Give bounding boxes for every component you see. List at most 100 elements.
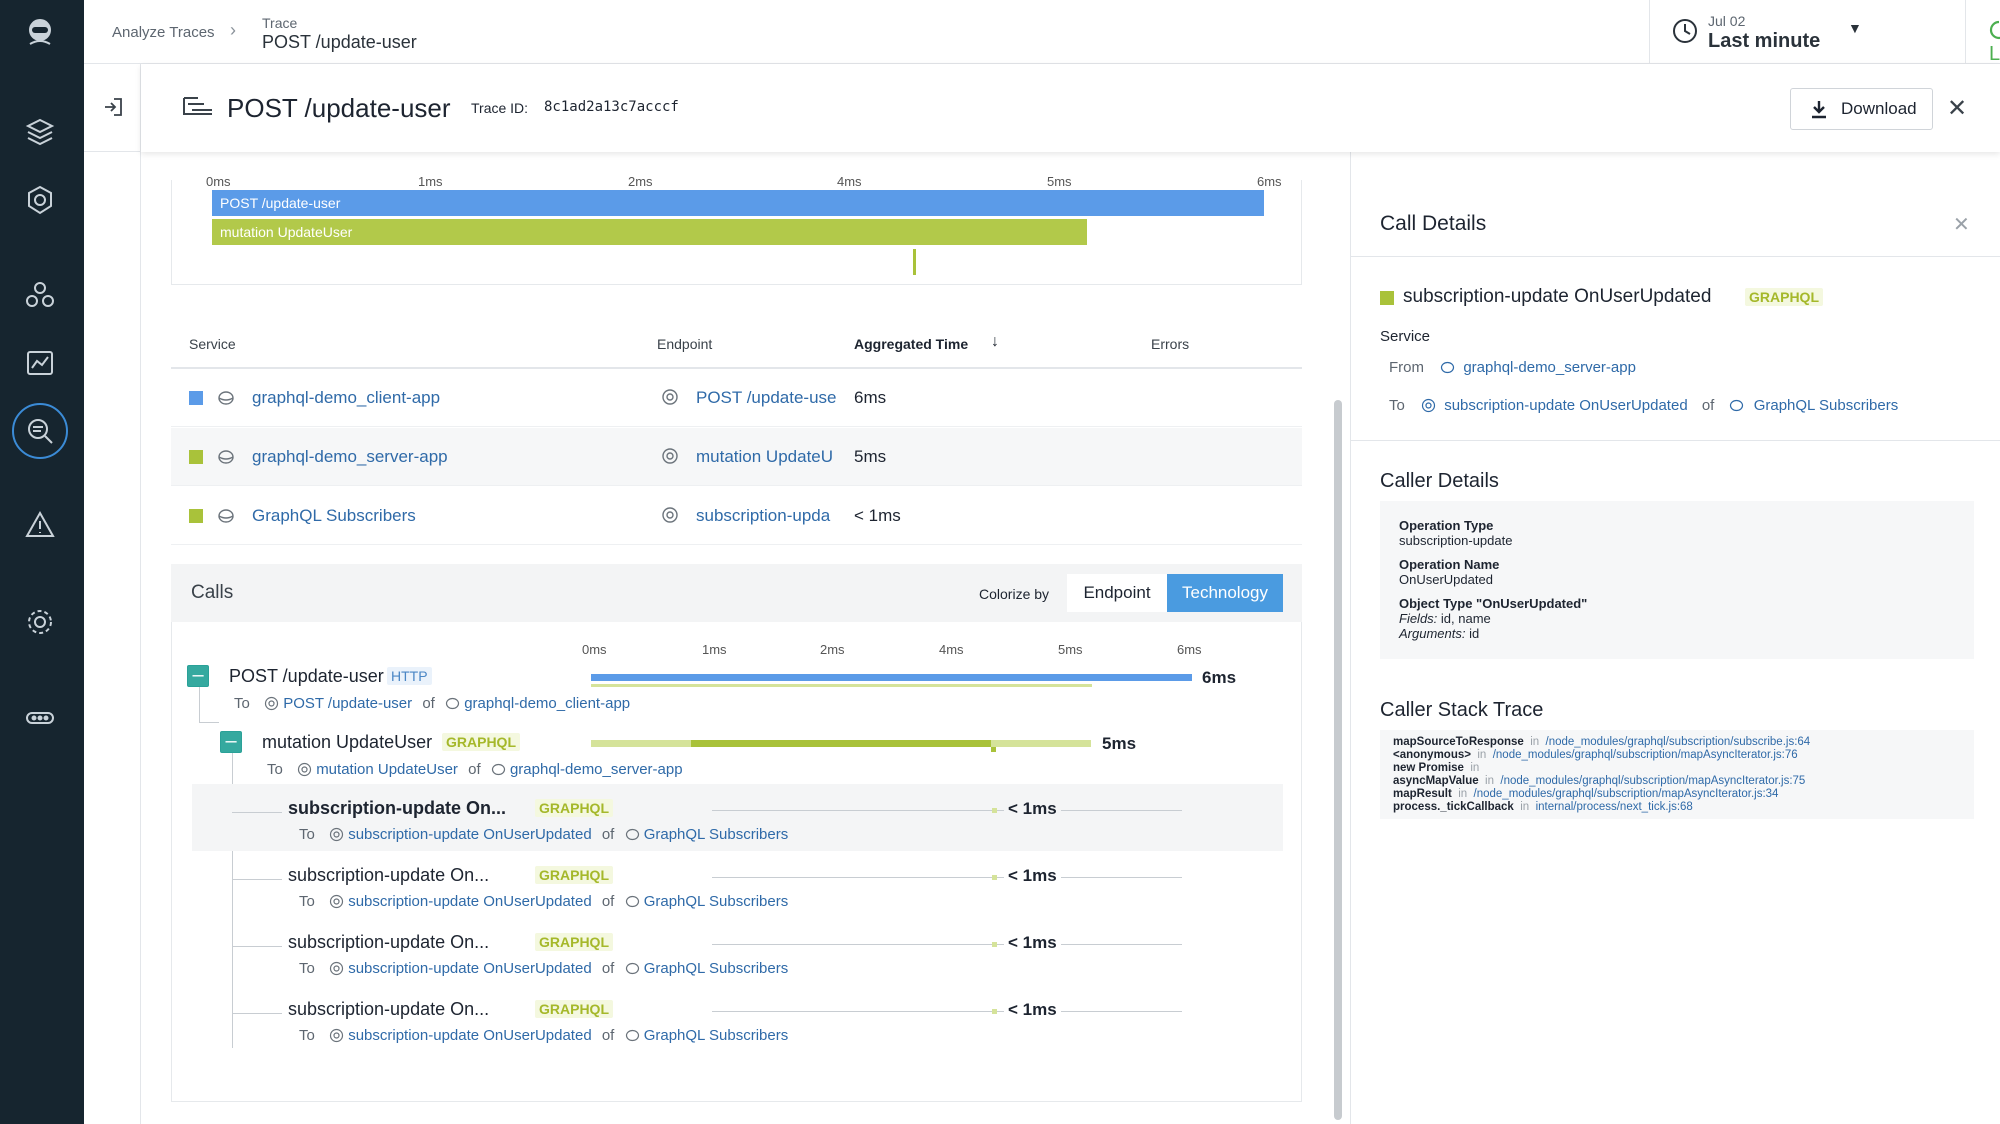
- service-link[interactable]: graphql-demo_client-app: [252, 388, 441, 407]
- overview-tick: 1ms: [418, 174, 443, 189]
- call-row[interactable]: subscription-update On... GRAPHQL < 1ms …: [172, 918, 1303, 985]
- endpoint-icon: [329, 961, 344, 976]
- tree-line: [199, 682, 200, 722]
- call-duration: < 1ms: [1004, 933, 1061, 953]
- colorize-technology-button[interactable]: Technology: [1167, 574, 1283, 612]
- settings-icon[interactable]: [18, 600, 62, 644]
- expand-sidebar-icon[interactable]: [102, 96, 124, 118]
- call-to-line: To subscription-update OnUserUpdated of …: [299, 893, 788, 910]
- divider: [1351, 256, 2000, 257]
- colorize-endpoint-button[interactable]: Endpoint: [1067, 574, 1167, 612]
- time-picker[interactable]: Jul 02 Last minute ▼: [1649, 0, 1966, 64]
- scrollbar[interactable]: [1334, 400, 1342, 1120]
- call-service-link[interactable]: GraphQL Subscribers: [643, 960, 789, 977]
- call-row-selected[interactable]: [192, 784, 1283, 851]
- alert-icon[interactable]: [18, 503, 62, 547]
- overview-bar-2[interactable]: [212, 219, 1087, 245]
- col-endpoint[interactable]: Endpoint: [657, 336, 713, 352]
- table-row[interactable]: graphql-demo_server-app mutation UpdateU…: [171, 428, 1302, 486]
- stack-in: in: [1470, 762, 1480, 774]
- stack-path-link[interactable]: /node_modules/graphql/subscription/mapAs…: [1492, 749, 1798, 761]
- calls-tick: 4ms: [939, 642, 964, 657]
- call-endpoint-link[interactable]: POST /update-user: [283, 695, 413, 712]
- call-endpoint-link[interactable]: subscription-update OnUserUpdated: [348, 960, 592, 977]
- calls-tick: 1ms: [702, 642, 727, 657]
- call-service-link[interactable]: GraphQL Subscribers: [643, 1027, 789, 1044]
- endpoint-link[interactable]: POST /update-use: [696, 388, 836, 407]
- tree-line: [199, 722, 219, 723]
- to-service-link[interactable]: GraphQL Subscribers: [1753, 397, 1899, 414]
- stack-path-link[interactable]: /node_modules/graphql/subscription/mapAs…: [1500, 775, 1806, 787]
- call-row[interactable]: subscription-update On... GRAPHQL < 1ms …: [172, 985, 1303, 1052]
- call-title: subscription-update On...: [288, 865, 490, 885]
- live-toggle[interactable]: Live: [1989, 20, 2000, 66]
- collapse-icon[interactable]: –: [187, 665, 209, 687]
- call-endpoint-link[interactable]: subscription-update OnUserUpdated: [348, 893, 592, 910]
- collapse-icon[interactable]: –: [220, 731, 242, 753]
- call-endpoint-link[interactable]: subscription-update OnUserUpdated: [348, 1027, 592, 1044]
- close-panel-icon[interactable]: ✕: [1953, 214, 1970, 236]
- call-row[interactable]: subscription-update On... GRAPHQL < 1ms …: [172, 851, 1303, 918]
- col-service[interactable]: Service: [189, 336, 236, 352]
- stack-path-link[interactable]: /node_modules/graphql/subscription/subsc…: [1545, 736, 1811, 748]
- sort-desc-icon[interactable]: ↓: [991, 333, 999, 350]
- call-service-link[interactable]: GraphQL Subscribers: [643, 826, 789, 843]
- call-service-link[interactable]: GraphQL Subscribers: [643, 893, 789, 910]
- services-icon[interactable]: [18, 273, 62, 317]
- to-endpoint-link[interactable]: subscription-update OnUserUpdated: [1444, 397, 1688, 414]
- tree-line: [232, 879, 282, 880]
- service-link[interactable]: GraphQL Subscribers: [252, 506, 416, 525]
- operation-type-label: Operation Type: [1399, 518, 1494, 533]
- dashboard-icon[interactable]: [18, 341, 62, 385]
- calls-tick: 2ms: [820, 642, 845, 657]
- aggregated-time: 5ms: [854, 447, 887, 466]
- call-service-link[interactable]: graphql-demo_client-app: [464, 695, 631, 712]
- trace-icon: [183, 97, 212, 115]
- call-endpoint-link[interactable]: subscription-update OnUserUpdated: [348, 826, 592, 843]
- call-to-line: To mutation UpdateUser of graphql-demo_s…: [267, 761, 683, 778]
- table-divider: [171, 367, 1302, 369]
- call-endpoint-link[interactable]: mutation UpdateUser: [316, 761, 458, 778]
- time-range: Last minute: [1708, 30, 1821, 52]
- stack-fn: <anonymous>: [1393, 749, 1471, 761]
- to-label: To: [1389, 397, 1405, 414]
- breadcrumb-analyze-traces[interactable]: Analyze Traces: [112, 24, 215, 41]
- table-row[interactable]: GraphQL Subscribers subscription-upda < …: [171, 487, 1302, 545]
- call-service-link[interactable]: graphql-demo_server-app: [509, 761, 683, 778]
- kubernetes-icon[interactable]: [18, 178, 62, 222]
- more-icon[interactable]: [18, 696, 62, 740]
- download-button[interactable]: Download: [1790, 88, 1933, 130]
- table-row[interactable]: graphql-demo_client-app POST /update-use…: [171, 369, 1302, 427]
- operation-name-label: Operation Name: [1399, 557, 1500, 572]
- call-duration-bar[interactable]: [992, 808, 997, 813]
- analyze-icon[interactable]: [12, 403, 68, 459]
- call-row[interactable]: – POST /update-user HTTP 6ms To POST /up…: [172, 649, 1303, 712]
- call-duration-bar[interactable]: [591, 674, 1192, 681]
- col-aggregated-time[interactable]: Aggregated Time: [854, 336, 969, 352]
- call-duration-bar[interactable]: [992, 942, 997, 947]
- from-service-link[interactable]: graphql-demo_server-app: [1463, 359, 1636, 376]
- service-link[interactable]: graphql-demo_server-app: [252, 447, 448, 466]
- call-row[interactable]: subscription-update On... GRAPHQL < 1ms …: [172, 784, 1303, 851]
- operation-name: OnUserUpdated: [1399, 572, 1493, 587]
- call-duration-bar[interactable]: [992, 1009, 997, 1014]
- stack-path-link[interactable]: /node_modules/graphql/subscription/mapAs…: [1473, 788, 1779, 800]
- overview-bar-1[interactable]: [212, 190, 1264, 216]
- calls-tick: 5ms: [1058, 642, 1083, 657]
- endpoint-icon: [297, 762, 312, 777]
- endpoint-link[interactable]: subscription-upda: [696, 506, 831, 525]
- call-self-bar: [691, 740, 991, 747]
- call-row[interactable]: – mutation UpdateUser GRAPHQL 5ms To mut…: [172, 717, 1303, 779]
- endpoint-link[interactable]: mutation UpdateU: [696, 447, 834, 466]
- layers-icon[interactable]: [18, 110, 62, 154]
- close-icon[interactable]: ✕: [1947, 95, 1968, 122]
- fields-value: id, name: [1440, 611, 1491, 626]
- call-details-title: Call Details: [1380, 212, 1487, 235]
- stack-path-link[interactable]: internal/process/next_tick.js:68: [1535, 801, 1693, 813]
- col-errors[interactable]: Errors: [1151, 336, 1190, 352]
- call-title: mutation UpdateUser: [262, 732, 433, 752]
- call-duration-bar[interactable]: [992, 875, 997, 880]
- stack-frame: asyncMapValue in /node_modules/graphql/s…: [1393, 775, 1961, 788]
- object-type-label: Object Type "OnUserUpdated": [1399, 596, 1588, 611]
- stack-frame: process._tickCallback in internal/proces…: [1393, 801, 1961, 814]
